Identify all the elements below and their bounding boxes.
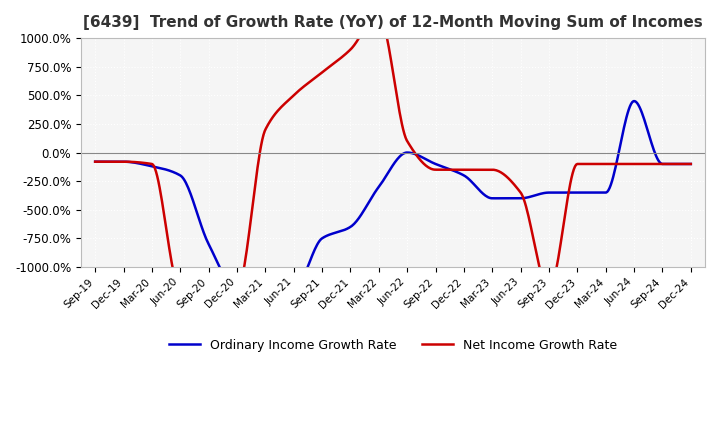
Ordinary Income Growth Rate xyxy=(631,99,639,104)
Ordinary Income Growth Rate xyxy=(446,167,455,172)
Net Income Growth Rate xyxy=(675,161,683,167)
Ordinary Income Growth Rate xyxy=(375,183,384,189)
Ordinary Income Growth Rate xyxy=(580,190,589,195)
Net Income Growth Rate xyxy=(379,22,388,28)
Title: [6439]  Trend of Growth Rate (YoY) of 12-Month Moving Sum of Incomes: [6439] Trend of Growth Rate (YoY) of 12-… xyxy=(83,15,703,30)
Net Income Growth Rate xyxy=(448,167,456,172)
Ordinary Income Growth Rate xyxy=(414,153,423,158)
Net Income Growth Rate xyxy=(582,161,590,167)
Ordinary Income Growth Rate xyxy=(91,159,99,164)
Net Income Growth Rate xyxy=(91,159,99,164)
Net Income Growth Rate xyxy=(686,161,695,167)
Ordinary Income Growth Rate xyxy=(379,179,387,184)
Legend: Ordinary Income Growth Rate, Net Income Growth Rate: Ordinary Income Growth Rate, Net Income … xyxy=(164,334,622,357)
Line: Ordinary Income Growth Rate: Ordinary Income Growth Rate xyxy=(95,101,690,290)
Net Income Growth Rate xyxy=(415,157,424,162)
Ordinary Income Growth Rate xyxy=(675,161,683,167)
Net Income Growth Rate xyxy=(376,14,384,19)
Net Income Growth Rate xyxy=(177,287,186,293)
Ordinary Income Growth Rate xyxy=(233,287,241,293)
Line: Net Income Growth Rate: Net Income Growth Rate xyxy=(95,15,690,290)
Ordinary Income Growth Rate xyxy=(686,161,695,167)
Net Income Growth Rate xyxy=(374,13,382,18)
